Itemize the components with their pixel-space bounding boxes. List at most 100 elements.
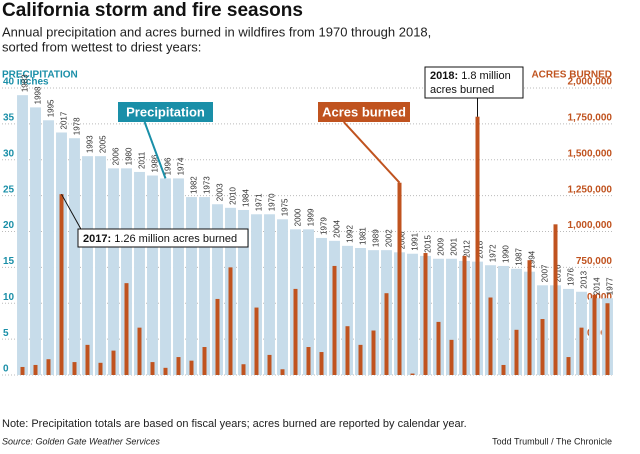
x-tick-label: 1984	[242, 189, 251, 207]
acres-bar	[254, 307, 259, 375]
x-tick-label: 1979	[320, 217, 329, 235]
acres-bar	[98, 362, 103, 375]
x-tick-label: 2016	[554, 264, 563, 282]
precipitation-bar	[498, 265, 509, 375]
y-tick-label: 0	[3, 364, 9, 375]
x-tick-label: 1998	[34, 86, 43, 104]
callout-text: 1.26 million acres burned	[114, 233, 237, 245]
x-tick-label: 1974	[177, 157, 186, 175]
acres-bar	[514, 329, 519, 375]
acres-bar	[72, 362, 77, 375]
x-tick-label: 2013	[580, 270, 589, 288]
precipitation-bar	[355, 248, 366, 375]
callout: 2017: 1.26 million acres burned	[83, 233, 237, 245]
precipitation-bar	[17, 95, 28, 376]
acres-bar	[189, 360, 194, 375]
x-tick-label: 1975	[281, 198, 290, 216]
acres-bar	[215, 298, 220, 375]
x-tick-label: 2003	[216, 183, 225, 201]
x-tick-label: 2014	[593, 277, 602, 295]
precipitation-bar	[511, 268, 522, 375]
acres-bar	[462, 255, 467, 375]
callout-box	[77, 228, 249, 248]
x-tick-label: 1992	[346, 225, 355, 243]
y2-tick-label: 750,000	[576, 256, 613, 267]
x-tick-label: 1986	[151, 154, 160, 172]
callout-box	[424, 66, 524, 99]
y-tick-label: 20	[3, 220, 15, 231]
acres-bar	[267, 354, 272, 375]
precipitation-bar	[446, 258, 457, 375]
y2-tick-label: 1,250,000	[568, 184, 613, 195]
precipitation-bar	[303, 229, 314, 375]
acres-bar	[449, 339, 454, 375]
acres-bar	[319, 352, 324, 375]
x-tick-label: 2005	[99, 135, 108, 153]
acres-bar	[59, 194, 64, 375]
y2-tick-label: 1,500,000	[568, 148, 613, 159]
acres-bar	[410, 373, 415, 375]
pointer	[61, 193, 83, 232]
x-tick-label: 1991	[411, 232, 420, 250]
acres-bar	[280, 369, 285, 375]
y2-tick-label: 2,000,000	[568, 77, 613, 88]
acres-bar	[20, 366, 25, 375]
acres-bar	[228, 267, 233, 375]
x-tick-label: 2002	[385, 229, 394, 247]
y2-axis-label: ACRES BURNED	[531, 70, 612, 81]
acres-bar	[592, 294, 597, 375]
precipitation-bar	[121, 168, 132, 375]
callout-text: acres burned	[430, 84, 494, 96]
acres-bar	[111, 350, 116, 375]
y-tick-label: 5	[3, 328, 9, 339]
y2-tick-label: 1,750,000	[568, 113, 613, 124]
credit: Todd Trumbull / The Chronicle	[492, 436, 612, 446]
source: Source: Golden Gate Weather Services	[2, 436, 160, 446]
acres-bar	[371, 330, 376, 375]
x-tick-label: 1977	[606, 277, 615, 295]
x-tick-label: 1981	[359, 227, 368, 245]
precipitation-bar	[277, 219, 288, 375]
precipitation-bar	[342, 245, 353, 375]
precipitation-bar	[82, 156, 93, 375]
precipitation-bar	[407, 253, 418, 375]
note: Note: Precipitation totals are based on …	[2, 418, 467, 430]
pointer	[143, 121, 167, 179]
acres-bar	[163, 367, 168, 375]
precipitation-bar	[186, 197, 197, 375]
y-tick-label: 15	[3, 256, 15, 267]
acres-bar	[202, 347, 207, 375]
acres-bar	[566, 357, 571, 375]
x-tick-label: 2000	[294, 208, 303, 226]
x-tick-label: 2001	[450, 237, 459, 255]
precipitation-bar	[69, 138, 80, 375]
callout-text: 1.8 million	[461, 70, 511, 82]
y-tick-label: 35	[3, 113, 15, 124]
x-tick-label: 2015	[424, 235, 433, 253]
callout-bold: 2017:	[83, 233, 111, 245]
x-tick-label: 2011	[138, 151, 147, 169]
acres-bar	[527, 260, 532, 375]
y-tick-label: 10	[3, 292, 15, 303]
legend-box	[318, 102, 410, 122]
x-tick-label: 1999	[307, 208, 316, 226]
x-tick-label: 1996	[164, 157, 173, 175]
x-tick-label: 2018	[476, 240, 485, 258]
x-tick-label: 1972	[489, 244, 498, 262]
x-tick-label: 2009	[437, 237, 446, 255]
legend-label: Acres burned	[322, 104, 406, 119]
y-tick-label: 30	[3, 148, 15, 159]
acres-bar	[423, 253, 428, 375]
precipitation-bar	[173, 178, 184, 375]
precipitation-bar	[238, 209, 249, 375]
pointer	[343, 121, 401, 184]
precipitation-bar	[30, 107, 41, 375]
acres-bar	[579, 327, 584, 375]
x-tick-label: 1983	[21, 74, 30, 92]
chart-title: California storm and fire seasons	[2, 0, 303, 21]
precipitation-bar	[251, 214, 262, 375]
x-tick-label: 2010	[229, 186, 238, 204]
x-tick-label: 2007	[541, 264, 550, 282]
x-tick-label: 1995	[47, 99, 56, 117]
